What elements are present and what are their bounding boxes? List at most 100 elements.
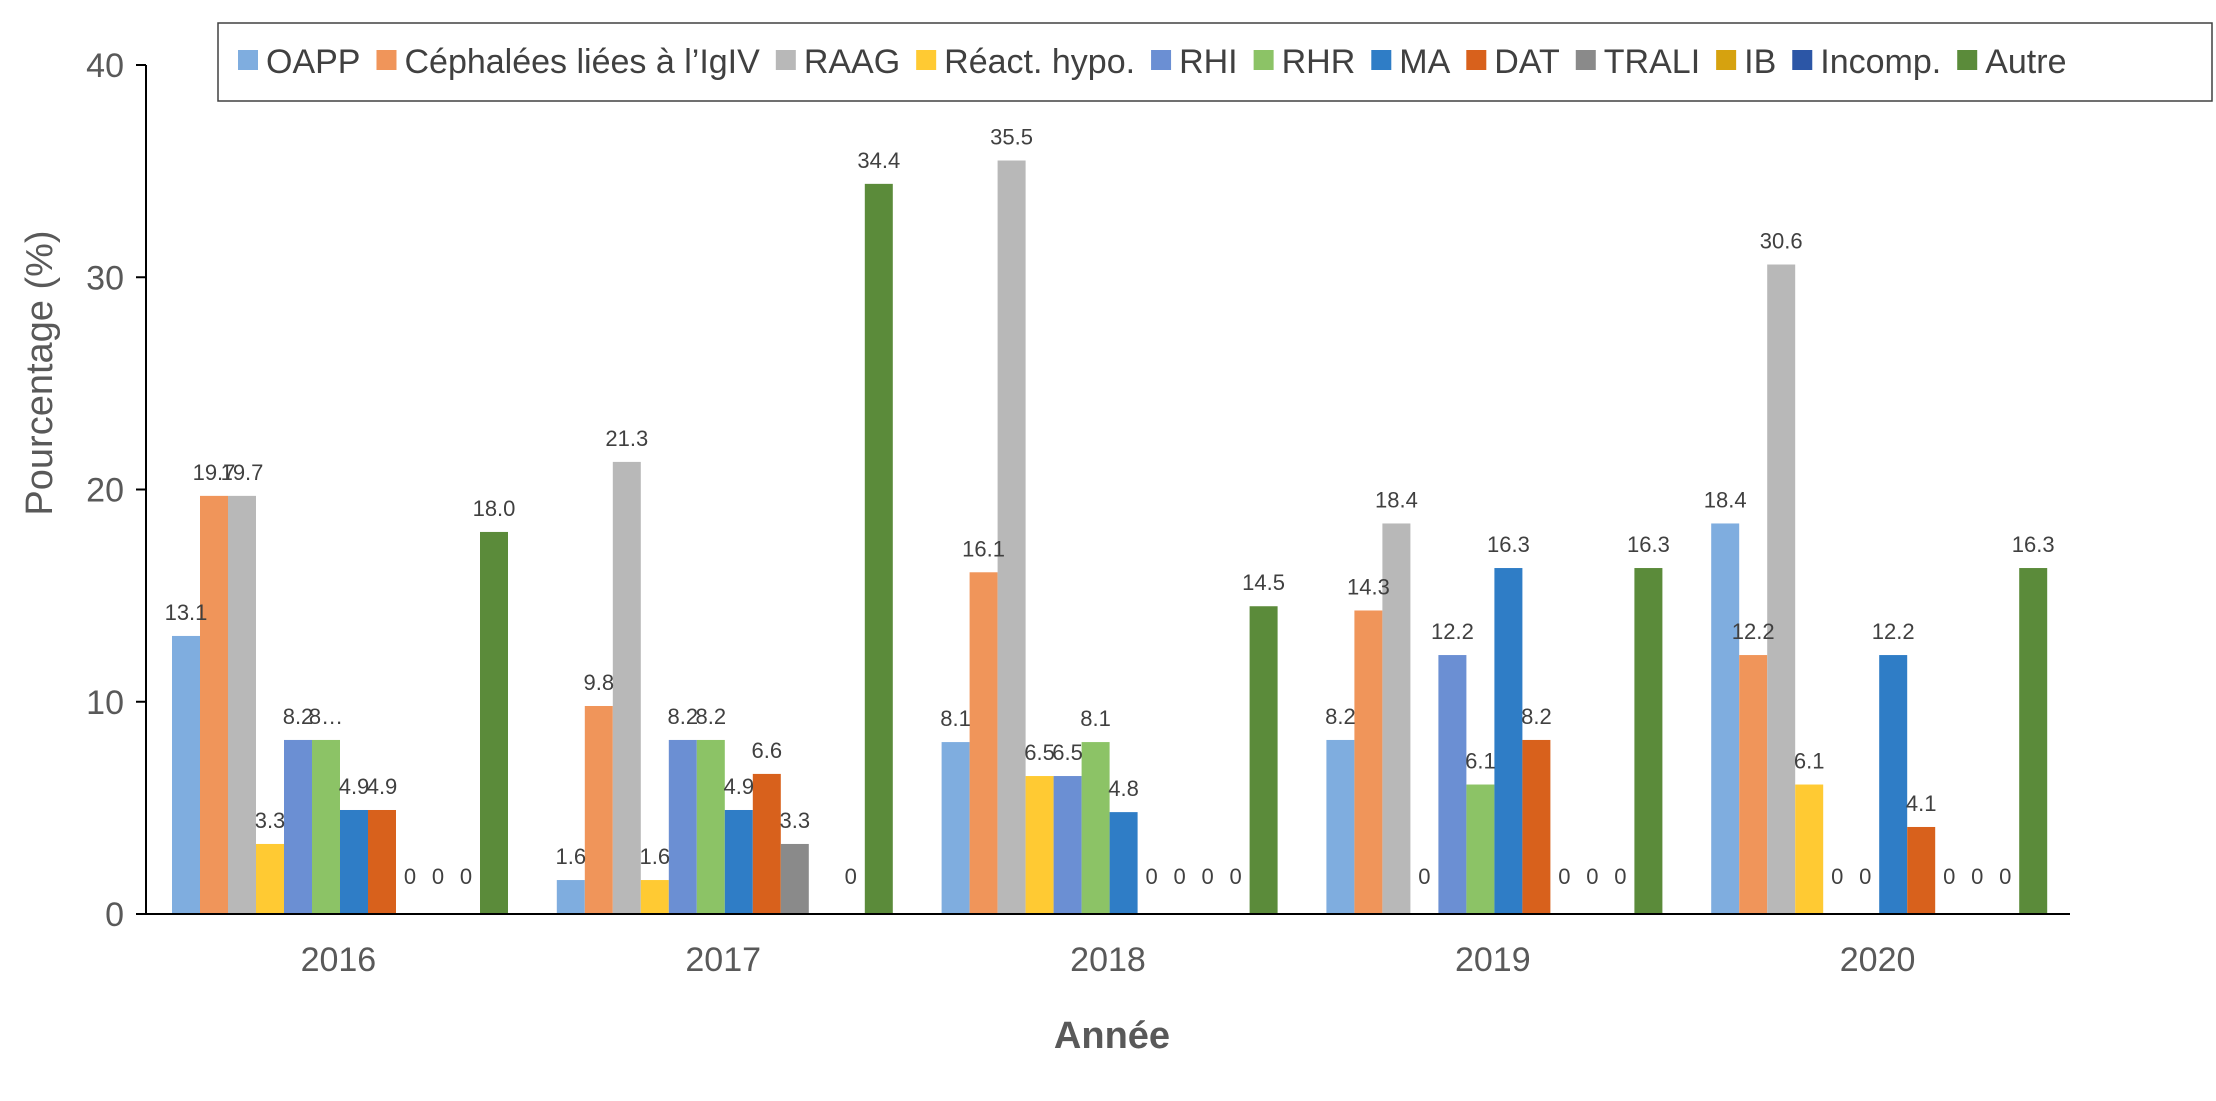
y-tick-label: 20: [86, 472, 124, 510]
data-label: 4.9: [339, 774, 370, 799]
bar: [584, 705, 613, 914]
bar: [256, 843, 284, 914]
bar: [2019, 568, 2048, 914]
bar: [941, 742, 970, 914]
x-axis-title: Année: [1054, 1015, 1170, 1057]
data-label: 0: [1201, 864, 1213, 889]
bar: [1711, 523, 1740, 914]
bar: [480, 531, 508, 914]
data-label: 9.8: [584, 670, 615, 695]
data-label: 0: [1859, 864, 1871, 889]
x-tick-label: 2020: [1840, 941, 1916, 979]
data-label: 0: [1999, 864, 2011, 889]
data-label: 12.2: [1872, 619, 1915, 644]
data-label: 0: [1145, 864, 1157, 889]
bar: [1634, 568, 1663, 914]
legend-label: OAPP: [266, 43, 360, 81]
data-label: 13.1: [165, 600, 208, 625]
data-label: 16.1: [962, 536, 1005, 561]
legend-label: Céphalées liées à l’IgIV: [404, 43, 760, 81]
bar: [997, 160, 1026, 914]
data-label: 0: [845, 864, 857, 889]
legend-label: Réact. hypo.: [944, 43, 1135, 81]
bar: [1025, 776, 1054, 914]
bar: [200, 495, 228, 914]
data-label: 4.9: [367, 774, 398, 799]
bar: [556, 880, 585, 914]
bar: [312, 739, 340, 914]
bar: [172, 635, 200, 914]
data-label: 12.2: [1431, 619, 1474, 644]
bar: [1109, 812, 1138, 914]
bar: [1382, 523, 1411, 914]
data-label: 6.5: [1052, 740, 1083, 765]
bar: [1326, 739, 1355, 914]
data-label: 8.2: [696, 704, 727, 729]
data-label: 0: [1943, 864, 1955, 889]
y-tick-label: 0: [105, 896, 124, 934]
data-label: 18.0: [473, 496, 516, 521]
data-label: 0: [1558, 864, 1570, 889]
bar: [1354, 610, 1383, 914]
legend-swatch: [775, 50, 796, 70]
legend-label: DAT: [1494, 43, 1559, 81]
data-label: 18.4: [1375, 487, 1418, 512]
data-label: 3.3: [780, 808, 811, 833]
legend-swatch: [1575, 50, 1596, 70]
legend-label: RAAG: [804, 43, 900, 81]
bar: [640, 880, 669, 914]
legend-box: [217, 22, 2213, 102]
data-label: 35.5: [990, 125, 1033, 150]
legend-label: Incomp.: [1820, 43, 1941, 81]
bar: [668, 739, 697, 914]
bar: [1795, 784, 1824, 914]
data-label: 34.4: [857, 148, 900, 173]
data-label: 30.6: [1760, 229, 1803, 254]
legend-swatch: [1716, 50, 1737, 70]
y-tick-label: 40: [86, 47, 124, 85]
bar: [724, 809, 753, 914]
legend-label: RHI: [1179, 43, 1238, 81]
data-label: 8.2: [668, 704, 699, 729]
data-label: 8…: [309, 704, 343, 729]
bar: [696, 739, 725, 914]
data-label: 8.1: [1080, 706, 1111, 731]
data-label: 0: [460, 864, 472, 889]
bar: [1767, 264, 1796, 914]
legend-swatch: [376, 50, 397, 70]
data-label: 8.1: [940, 706, 971, 731]
data-labels: 13.119.719.73.38.28…4.94.90 0 018.01.69.82…: [165, 125, 2055, 889]
bar: [368, 809, 396, 914]
bar: [1053, 776, 1082, 914]
data-label: 19.7: [193, 460, 236, 485]
legend-swatch: [1957, 50, 1978, 70]
data-label: 8.2: [283, 704, 314, 729]
data-label: 0: [1614, 864, 1626, 889]
data-label: 0: [1173, 864, 1185, 889]
data-label: 4.9: [724, 774, 755, 799]
legend-swatch: [238, 50, 258, 70]
legend-swatch: [1371, 50, 1392, 70]
bar: [1879, 655, 1908, 914]
data-label: 0: [1971, 864, 1983, 889]
bar: [1249, 606, 1278, 914]
legend-swatch: [1792, 50, 1813, 70]
data-label: 21.3: [605, 426, 648, 451]
legend-swatch: [1253, 50, 1274, 70]
data-label: 3.3: [255, 808, 286, 833]
bar: [284, 739, 312, 914]
data-label: 6.1: [1465, 749, 1496, 774]
x-tick-label: 2019: [1455, 941, 1531, 979]
bar: [1522, 739, 1551, 914]
data-label: 18.4: [1704, 487, 1747, 512]
y-tick-label: 10: [86, 684, 124, 722]
data-label: 6.6: [752, 738, 783, 763]
legend-label: MA: [1399, 43, 1450, 81]
data-label: 0: [1418, 864, 1430, 889]
data-label: 0: [404, 864, 416, 889]
legend-swatch: [916, 50, 937, 70]
data-label: 12.2: [1732, 619, 1775, 644]
data-label: 0: [1229, 864, 1241, 889]
legend-label: TRALI: [1604, 43, 1700, 81]
bar: [864, 183, 893, 915]
